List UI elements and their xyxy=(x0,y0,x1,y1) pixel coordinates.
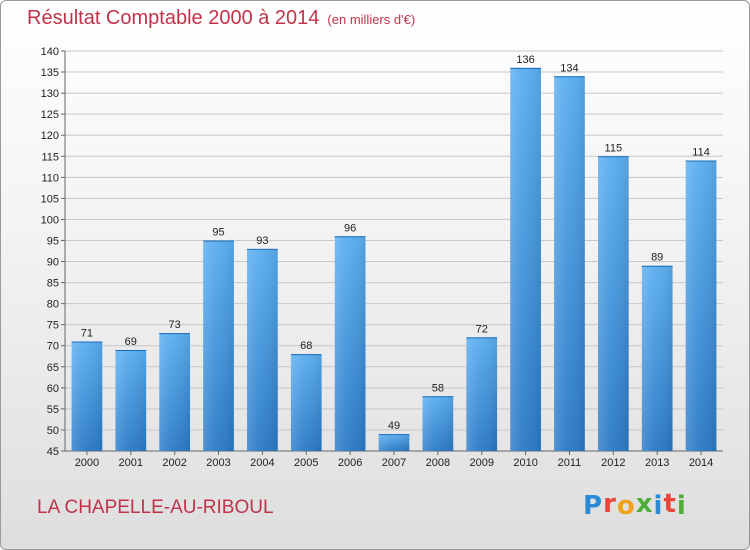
y-tick-label: 105 xyxy=(41,193,59,205)
data-label: 68 xyxy=(300,340,312,352)
y-tick-label: 80 xyxy=(47,299,59,311)
y-tick-label: 55 xyxy=(47,404,59,416)
y-tick-label: 125 xyxy=(41,109,59,121)
y-tick-label: 85 xyxy=(47,278,59,290)
bar-shading xyxy=(641,265,673,451)
bar-shading xyxy=(334,236,366,451)
logo-letter: o xyxy=(616,491,636,521)
x-tick-label: 2008 xyxy=(426,457,450,469)
data-label: 71 xyxy=(81,328,93,340)
data-label: 136 xyxy=(516,54,534,66)
y-tick-label: 100 xyxy=(41,214,59,226)
bar-shading xyxy=(203,240,234,451)
data-label: 115 xyxy=(605,142,623,154)
data-label: 89 xyxy=(651,252,663,264)
data-label: 69 xyxy=(125,336,137,348)
data-label: 58 xyxy=(432,382,444,394)
y-tick-label: 50 xyxy=(47,425,59,437)
data-label: 114 xyxy=(692,146,710,158)
data-label: 95 xyxy=(212,226,224,238)
x-tick-label: 2006 xyxy=(338,457,362,469)
x-tick-label: 2002 xyxy=(162,457,186,469)
x-tick-label: 2007 xyxy=(382,457,406,469)
bar-shading xyxy=(510,67,541,451)
bar-shading xyxy=(247,248,278,451)
commune-name: LA CHAPELLE-AU-RIBOUL xyxy=(37,497,274,518)
chart-subtitle: (en milliers d'€) xyxy=(327,12,416,27)
y-tick-label: 60 xyxy=(47,383,59,395)
bar-shading xyxy=(290,354,322,451)
bar-shading xyxy=(466,337,498,451)
y-tick-label: 75 xyxy=(47,320,59,332)
data-label: 134 xyxy=(560,62,578,74)
x-tick-label: 2001 xyxy=(119,457,143,469)
x-tick-label: 2009 xyxy=(469,457,493,469)
y-tick-label: 120 xyxy=(41,130,59,142)
y-tick-label: 115 xyxy=(41,151,59,163)
logo-letter: x xyxy=(635,489,654,519)
y-tick-label: 65 xyxy=(47,362,59,374)
logo-letter: r xyxy=(603,489,617,519)
y-tick-label: 135 xyxy=(41,67,59,79)
x-tick-label: 2010 xyxy=(513,457,537,469)
data-label: 49 xyxy=(388,420,400,432)
proxiti-logo: Proxiti xyxy=(583,489,687,521)
y-tick-label: 95 xyxy=(47,235,59,247)
chart-title: Résultat Comptable 2000 à 2014 (en millie… xyxy=(27,7,415,30)
bar-shading xyxy=(71,341,103,451)
data-label: 93 xyxy=(256,235,268,247)
x-tick-label: 2004 xyxy=(250,457,274,469)
bar-shading xyxy=(422,396,454,451)
x-tick-label: 2003 xyxy=(206,457,230,469)
data-label: 72 xyxy=(476,323,488,335)
y-tick-label: 90 xyxy=(47,257,59,269)
x-tick-label: 2000 xyxy=(75,457,99,469)
x-tick-label: 2013 xyxy=(645,457,669,469)
data-label: 73 xyxy=(169,319,181,331)
data-label: 96 xyxy=(344,222,356,234)
bar-shading xyxy=(554,76,585,452)
logo-letter: t xyxy=(663,489,677,519)
logo-letter: i xyxy=(676,491,687,521)
y-tick-label: 110 xyxy=(41,172,59,184)
y-tick-label: 45 xyxy=(47,446,59,458)
logo-letter: i xyxy=(653,491,664,521)
chart-title-text: Résultat Comptable 2000 à 2014 xyxy=(27,7,320,29)
bar-shading xyxy=(597,156,629,451)
bar-shading xyxy=(378,434,410,451)
y-tick-label: 130 xyxy=(41,88,59,100)
bar-shading xyxy=(159,333,191,451)
bar-shading xyxy=(685,160,717,451)
x-tick-label: 2011 xyxy=(558,457,582,469)
y-tick-label: 70 xyxy=(47,341,59,353)
x-tick-label: 2014 xyxy=(689,457,713,469)
y-tick-label: 140 xyxy=(41,46,59,58)
x-tick-label: 2012 xyxy=(601,457,625,469)
bar-shading xyxy=(115,349,147,451)
x-tick-label: 2005 xyxy=(294,457,318,469)
logo-letter: P xyxy=(583,491,604,521)
